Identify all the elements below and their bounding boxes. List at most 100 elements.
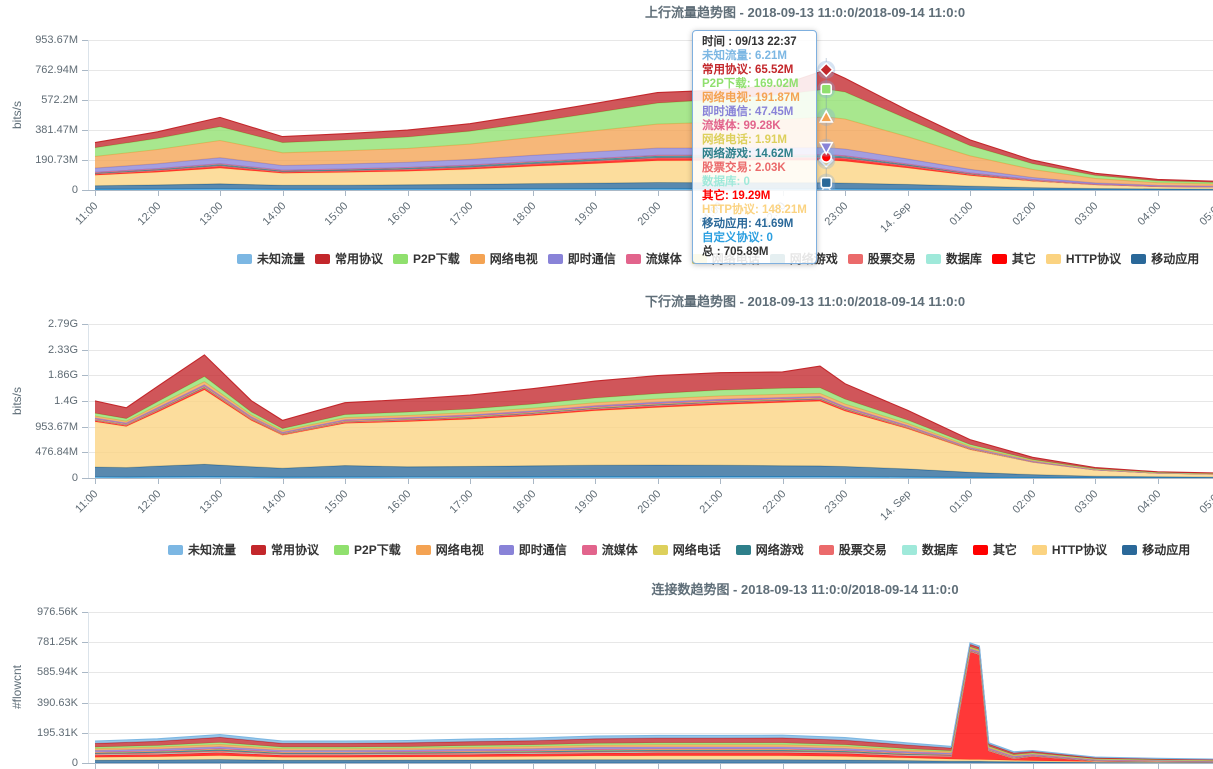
- y-tick-label: 2.79G: [48, 318, 78, 330]
- x-tick-mark: [595, 190, 596, 196]
- series-area: [95, 89, 1213, 184]
- legend-item[interactable]: 数据库: [925, 250, 982, 267]
- legend-item[interactable]: 移动应用: [1122, 541, 1190, 558]
- x-tick-mark: [908, 763, 909, 769]
- y-tick-label: 0: [71, 757, 78, 769]
- grid-line: [88, 702, 1213, 704]
- plot-area[interactable]: [88, 612, 1213, 763]
- grid-line: [88, 732, 1213, 734]
- legend-swatch-icon: [415, 544, 431, 555]
- x-tick-mark: [283, 763, 284, 769]
- x-tick-label: 11:00: [73, 200, 101, 228]
- series-line: [94, 650, 1213, 763]
- legend-item[interactable]: 网络电话: [652, 541, 721, 558]
- y-tick-label: 195.31K: [37, 726, 78, 739]
- x-tick-label: 14. Sep: [878, 488, 914, 524]
- hover-marker-square-icon: [820, 83, 833, 96]
- legend-item[interactable]: 即时通信: [498, 541, 567, 558]
- x-tick-label: 11:00: [73, 488, 101, 516]
- hover-marker-triangle-down-icon: [818, 141, 834, 156]
- legend-item[interactable]: 流媒体: [581, 541, 638, 558]
- series-area: [95, 464, 1213, 478]
- plot-area[interactable]: [88, 40, 1213, 190]
- y-tick-label: 572.2M: [41, 94, 78, 106]
- x-tick-mark: [345, 763, 346, 769]
- x-tick-mark: [595, 763, 596, 769]
- x-tick-mark: [95, 478, 96, 484]
- y-axis-line: [88, 40, 89, 190]
- legend-item[interactable]: 常用协议: [315, 250, 383, 267]
- x-tick-mark: [1158, 478, 1159, 484]
- tooltip-row: 移动应用: 41.69M: [702, 218, 794, 230]
- legend-item[interactable]: 网络游戏: [735, 541, 804, 558]
- x-tick-mark: [845, 478, 846, 484]
- legend-swatch-icon: [901, 544, 917, 555]
- y-tick-label: 381.47M: [35, 124, 78, 136]
- y-tick-mark: [82, 375, 88, 377]
- hover-marker-square-icon: [820, 176, 833, 189]
- legend-swatch-icon: [393, 253, 409, 264]
- legend-label: 股票交易: [838, 543, 887, 557]
- tooltip-row: 网络电视: 191.87M: [702, 92, 800, 104]
- x-tick-mark: [970, 763, 971, 769]
- x-tick-label: 18:00: [510, 488, 539, 516]
- x-axis-line: [88, 478, 1213, 479]
- x-tick-mark: [158, 478, 159, 484]
- legend-item[interactable]: 移动应用: [1131, 250, 1199, 267]
- x-tick-mark: [1095, 190, 1096, 196]
- y-tick-mark: [82, 426, 88, 428]
- legend-item[interactable]: HTTP协议: [1045, 250, 1122, 267]
- legend-label: P2P下载: [413, 252, 460, 266]
- legend-swatch-icon: [625, 253, 641, 264]
- x-tick-mark: [908, 190, 909, 196]
- tooltip-row: 常用协议: 65.52M: [702, 64, 794, 76]
- grid-line: [88, 349, 1213, 351]
- x-tick-mark: [783, 763, 784, 769]
- x-tick-mark: [220, 190, 221, 196]
- legend-label: 网络电视: [435, 543, 484, 557]
- legend-item[interactable]: 常用协议: [251, 541, 319, 558]
- x-tick-mark: [908, 478, 909, 484]
- legend-label: HTTP协议: [1065, 252, 1122, 266]
- legend-item[interactable]: P2P下载: [393, 250, 460, 267]
- legend-item[interactable]: HTTP协议: [1031, 541, 1107, 558]
- hover-marker-diamond-icon: [818, 62, 834, 78]
- legend-label: 即时通信: [518, 543, 567, 557]
- series-area: [95, 376, 1213, 474]
- legend-item[interactable]: 网络电视: [415, 541, 484, 558]
- x-tick-mark: [283, 190, 284, 196]
- grid-line: [88, 70, 1213, 71]
- legend-item[interactable]: 股票交易: [847, 250, 916, 267]
- y-tick-label: 476.84M: [35, 446, 78, 459]
- legend-item[interactable]: 即时通信: [547, 250, 616, 267]
- x-axis-line: [88, 190, 1213, 191]
- legend-item[interactable]: 网络电视: [469, 250, 538, 267]
- y-tick-label: 953.67M: [35, 420, 78, 433]
- plot-area[interactable]: [88, 324, 1213, 478]
- legend-item[interactable]: 其它: [972, 541, 1017, 558]
- legend-item[interactable]: P2P下载: [334, 541, 401, 558]
- y-tick-mark: [82, 763, 88, 764]
- x-tick-mark: [95, 190, 96, 196]
- legend-item[interactable]: 未知流量: [237, 250, 305, 267]
- x-tick-label: 02:00: [1010, 488, 1039, 516]
- legend-label: 其它: [1011, 252, 1036, 266]
- tooltip-rows: 未知流量: 6.21M 常用协议: 65.52M P2P下载: 169.02M 网络电…: [702, 49, 807, 259]
- x-tick-mark: [533, 763, 534, 769]
- legend-label: 流媒体: [645, 252, 682, 266]
- y-tick-mark: [82, 100, 88, 101]
- y-tick-label: 781.25K: [37, 636, 78, 649]
- tooltip-row: 网络电话: 1.91M: [702, 134, 787, 146]
- legend-label: 流媒体: [601, 543, 638, 557]
- legend-label: 数据库: [945, 252, 982, 266]
- legend-swatch-icon: [237, 253, 252, 264]
- legend-item[interactable]: 流媒体: [625, 250, 682, 267]
- hover-marker-triangle-icon: [818, 109, 834, 123]
- legend-item[interactable]: 其它: [991, 250, 1036, 267]
- x-tick-label: 16:00: [385, 488, 414, 516]
- legend-swatch-icon: [1045, 253, 1061, 264]
- legend-item[interactable]: 数据库: [901, 541, 958, 558]
- legend-item[interactable]: 股票交易: [818, 541, 887, 558]
- series-area: [95, 354, 1213, 474]
- legend-item[interactable]: 未知流量: [168, 541, 236, 558]
